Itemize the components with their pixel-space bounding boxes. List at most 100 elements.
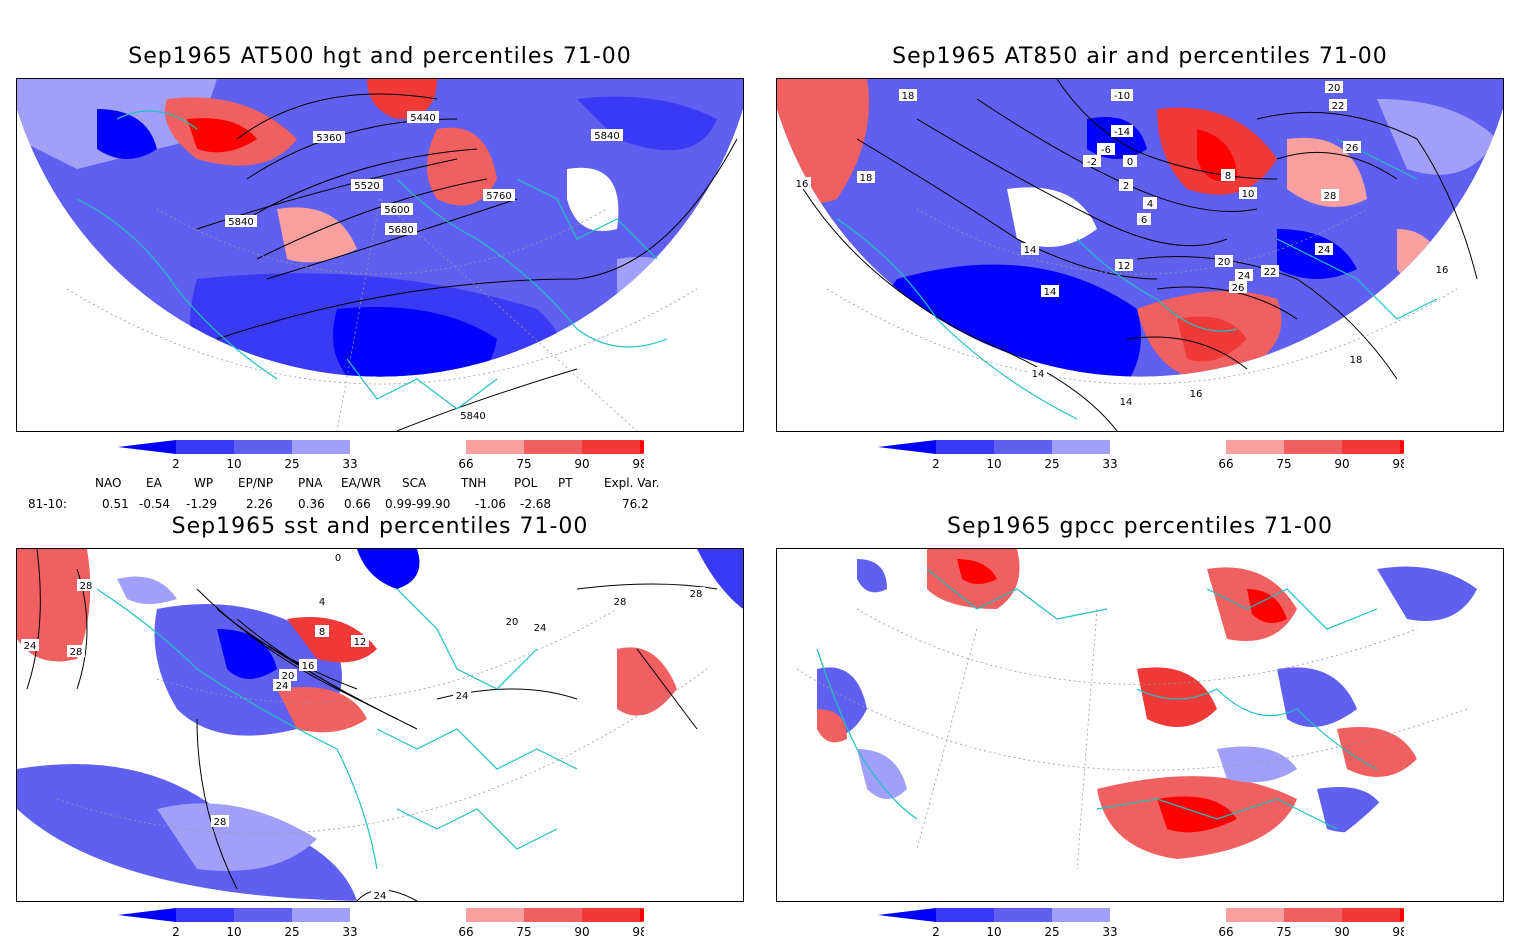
contour-label: 24 bbox=[374, 891, 387, 901]
contour-label: 14 bbox=[1024, 245, 1037, 256]
contour-label: 24 bbox=[276, 681, 289, 692]
colorbar-segment bbox=[350, 440, 408, 454]
contour-label: 10 bbox=[1242, 189, 1255, 200]
colorbar-2: 2 10 25 33 66 75 90 98 bbox=[878, 438, 1460, 474]
colorbar-1: 2 10 25 33 66 75 90 98 bbox=[118, 438, 700, 474]
contour-label: 24 bbox=[24, 641, 37, 652]
indices-header-row: NAO EA WP EP/NP PNA EA/WR SCA TNH POL PT… bbox=[0, 476, 760, 492]
contour-label: 12 bbox=[1118, 261, 1131, 272]
colorbar-segment bbox=[994, 440, 1052, 454]
index-row-label: 81-10: bbox=[28, 497, 67, 511]
colorbar-tick-label: 10 bbox=[986, 925, 1001, 939]
index-header: EP/NP bbox=[238, 476, 274, 490]
index-value: 76.2 bbox=[622, 497, 649, 511]
colorbar-arrow-low bbox=[118, 440, 176, 454]
colorbar-arrow-high bbox=[1400, 440, 1460, 454]
colorbar-4: 2 10 25 33 66 75 90 98 bbox=[878, 906, 1460, 940]
colorbar-tick-label: 33 bbox=[342, 457, 357, 471]
index-value: -1.06 bbox=[475, 497, 507, 511]
contour-label: 20 bbox=[282, 671, 295, 682]
colorbar-tick-label: 98 bbox=[1392, 925, 1404, 939]
colorbar-tick-label: 90 bbox=[574, 457, 589, 471]
contour-label: 6 bbox=[1141, 215, 1147, 226]
colorbar-svg: 2 10 25 33 66 75 90 98 bbox=[118, 440, 700, 471]
colorbar-tick-label: 98 bbox=[632, 457, 644, 471]
colorbar-segment bbox=[1168, 440, 1226, 454]
contour-label: -2 bbox=[1087, 157, 1097, 168]
colorbar-tick-label: 66 bbox=[1218, 457, 1233, 471]
contour-label: 4 bbox=[1147, 199, 1153, 210]
contour-label: 24 bbox=[1318, 245, 1331, 256]
contour-label: 18 bbox=[902, 91, 915, 102]
colorbar-segment bbox=[994, 908, 1052, 922]
colorbar-segment bbox=[176, 440, 234, 454]
contour-label: 28 bbox=[690, 589, 703, 600]
colorbar-tick-label: 2 bbox=[932, 457, 940, 471]
colorbar-segment bbox=[1284, 440, 1342, 454]
colorbar-tick-label: 66 bbox=[1218, 925, 1233, 939]
contour-label: 16 bbox=[1190, 389, 1203, 400]
colorbar-segment bbox=[582, 440, 640, 454]
contour-label: 22 bbox=[1332, 101, 1345, 112]
colorbar-segment bbox=[234, 908, 292, 922]
colorbar-tick-label: 90 bbox=[1334, 925, 1349, 939]
contour-label: 20 bbox=[1218, 257, 1231, 268]
colorbar-tick-label: 90 bbox=[574, 925, 589, 939]
colorbar-segment bbox=[1110, 908, 1168, 922]
map-air850: -10 -14 -6 -2 0 2 4 6 8 10 12 14 14 14 1… bbox=[777, 79, 1503, 431]
colorbar-segment bbox=[1168, 908, 1226, 922]
colorbar-segment bbox=[1226, 908, 1284, 922]
index-header: TNH bbox=[461, 476, 487, 490]
colorbar-arrow-high bbox=[1400, 908, 1460, 922]
index-header: NAO bbox=[95, 476, 122, 490]
colorbar-tick-label: 25 bbox=[1044, 457, 1059, 471]
panel-title-1: Sep1965 AT500 hgt and percentiles 71-00 bbox=[128, 44, 632, 69]
panel-title-2: Sep1965 AT850 air and percentiles 71-00 bbox=[892, 44, 1388, 69]
map-panel-air850: -10 -14 -6 -2 0 2 4 6 8 10 12 14 14 14 1… bbox=[776, 78, 1504, 432]
panel-title-3: Sep1965 sst and percentiles 71-00 bbox=[171, 514, 589, 539]
colorbar-tick-label: 25 bbox=[284, 925, 299, 939]
colorbar-tick-label: 90 bbox=[1334, 457, 1349, 471]
colorbar-segment bbox=[1052, 440, 1110, 454]
colorbar-tick-label: 25 bbox=[284, 457, 299, 471]
contour-label: 16 bbox=[1436, 265, 1449, 276]
colorbar-segment bbox=[1342, 908, 1400, 922]
colorbar-tick-label: 75 bbox=[516, 925, 531, 939]
index-value: -1.29 bbox=[186, 497, 218, 511]
map-sst: 28 24 28 0 4 8 12 16 20 24 24 20 24 28 2… bbox=[17, 549, 743, 901]
map-panel-hgt500: 5360 5440 5520 5600 5680 5760 5840 5840 … bbox=[16, 78, 744, 432]
colorbar-segment bbox=[1110, 440, 1168, 454]
index-header: SCA bbox=[402, 476, 427, 490]
contour-label: 5520 bbox=[354, 181, 379, 192]
contour-label: 26 bbox=[1346, 143, 1359, 154]
contour-label: 28 bbox=[214, 817, 227, 828]
contour-label: 0 bbox=[1127, 157, 1133, 168]
contour-label: 22 bbox=[1264, 267, 1277, 278]
contour-label: 2 bbox=[1123, 181, 1129, 192]
colorbar-segment bbox=[176, 908, 234, 922]
index-value: 0.51 bbox=[102, 497, 129, 511]
colorbar-segment bbox=[292, 908, 350, 922]
index-header: POL bbox=[514, 476, 538, 490]
contour-label: 5360 bbox=[316, 133, 341, 144]
colorbar-segment bbox=[466, 908, 524, 922]
map-gpcc bbox=[777, 549, 1503, 901]
index-header: Expl. Var. bbox=[604, 476, 660, 490]
colorbar-tick-label: 2 bbox=[932, 925, 940, 939]
colorbar-tick-label: 10 bbox=[226, 925, 241, 939]
contour-label: 20 bbox=[506, 617, 519, 628]
colorbar-segment bbox=[408, 908, 466, 922]
contour-label: 5840 bbox=[460, 411, 485, 422]
index-value: 0.36 bbox=[298, 497, 325, 511]
colorbar-svg: 2 10 25 33 66 75 90 98 bbox=[878, 908, 1460, 939]
contour-label: 5760 bbox=[486, 191, 511, 202]
colorbar-arrow-low bbox=[118, 908, 176, 922]
colorbar-segment bbox=[234, 440, 292, 454]
index-value: -0.54 bbox=[139, 497, 171, 511]
colorbar-segment bbox=[1284, 908, 1342, 922]
indices-value-row: 81-10: 0.51 -0.54 -1.29 2.26 0.36 0.66 0… bbox=[0, 497, 760, 513]
index-value: 0.66 bbox=[344, 497, 371, 511]
colorbar-tick-label: 10 bbox=[226, 457, 241, 471]
contour-label: 4 bbox=[319, 597, 325, 608]
contour-label: 5680 bbox=[388, 225, 413, 236]
